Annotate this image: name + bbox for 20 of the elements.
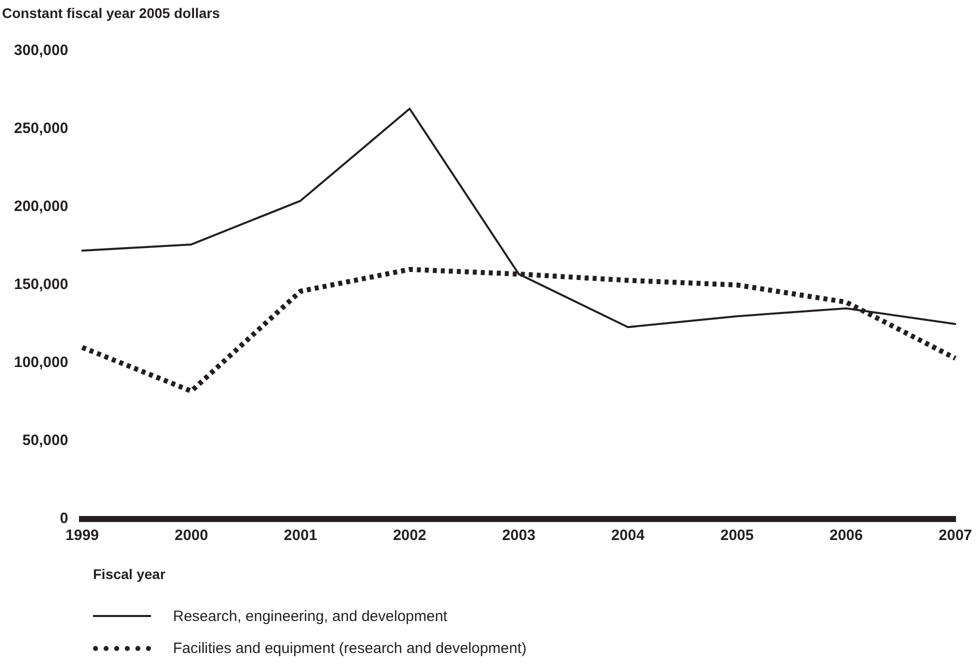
x-tick-label: 2000 [174,527,208,544]
y-tick-label: 150,000 [14,276,68,294]
y-tick-label: 200,000 [14,198,68,216]
x-tick-label: 2006 [829,527,863,544]
x-tick-label: 2007 [938,527,972,544]
y-tick-label: 100,000 [14,354,68,372]
y-tick-label: 300,000 [14,42,68,60]
y-tick-label: 0 [60,510,68,528]
x-tick-label: 1999 [66,527,99,544]
y-tick-label: 250,000 [14,120,68,138]
y-axis-title: Constant fiscal year 2005 dollars [2,5,220,21]
y-tick-label: 50,000 [22,432,68,450]
legend-label: Facilities and equipment (research and development) [173,640,527,656]
x-tick-label: 2005 [720,527,754,544]
x-tick-label: 2003 [502,527,536,544]
x-tick-label: 2001 [284,527,318,544]
x-tick-label: 2002 [392,527,426,544]
x-axis-title: Fiscal year [93,566,166,582]
x-tick-label: 2004 [611,527,646,544]
legend-label: Research, engineering, and development [173,608,448,624]
